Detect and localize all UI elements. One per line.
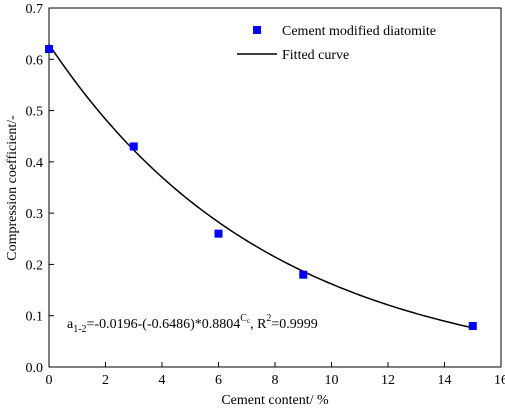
x-tick-label: 0 [46,373,53,388]
data-point [130,142,138,150]
y-tick-label: 0.7 [26,2,44,17]
y-tick-label: 0.2 [26,258,44,273]
data-point [215,230,223,238]
eq-expression: =-0.0196-(-0.6486)*0.8804 [87,317,241,332]
x-tick-label: 10 [325,373,339,388]
x-tick-label: 8 [272,373,279,388]
y-tick-label: 0.1 [26,310,44,325]
x-tick-label: 14 [438,373,452,388]
eq-subscript: 1-2 [73,324,86,335]
data-point [45,45,53,53]
legend-marker-square [253,26,261,34]
y-tick-label: 0.3 [26,207,44,222]
y-tick-label: 0.4 [26,156,44,171]
y-tick-label: 0.5 [26,105,44,120]
y-axis-label: Compression coefficient/- [5,115,20,261]
x-axis-label: Cement content/ % [221,393,329,408]
x-tick-label: 4 [159,373,166,388]
data-point [469,322,477,330]
equation-annotation: a1-2=-0.0196-(-0.6486)*0.8804Cc, R2=0.99… [67,313,318,335]
legend-label-fitted-curve: Fitted curve [282,48,349,63]
x-tick-label: 2 [102,373,109,388]
legend-label-cement-modified-diatomite: Cement modified diatomite [282,24,436,39]
eq-r-value: =0.9999 [271,317,317,332]
data-point [299,271,307,279]
y-tick-label: 0.0 [26,361,44,376]
x-tick-label: 16 [494,373,505,388]
x-tick-label: 6 [215,373,222,388]
x-tick-label: 12 [381,373,395,388]
y-tick-label: 0.6 [26,53,44,68]
eq-r-label: , R [250,317,267,332]
